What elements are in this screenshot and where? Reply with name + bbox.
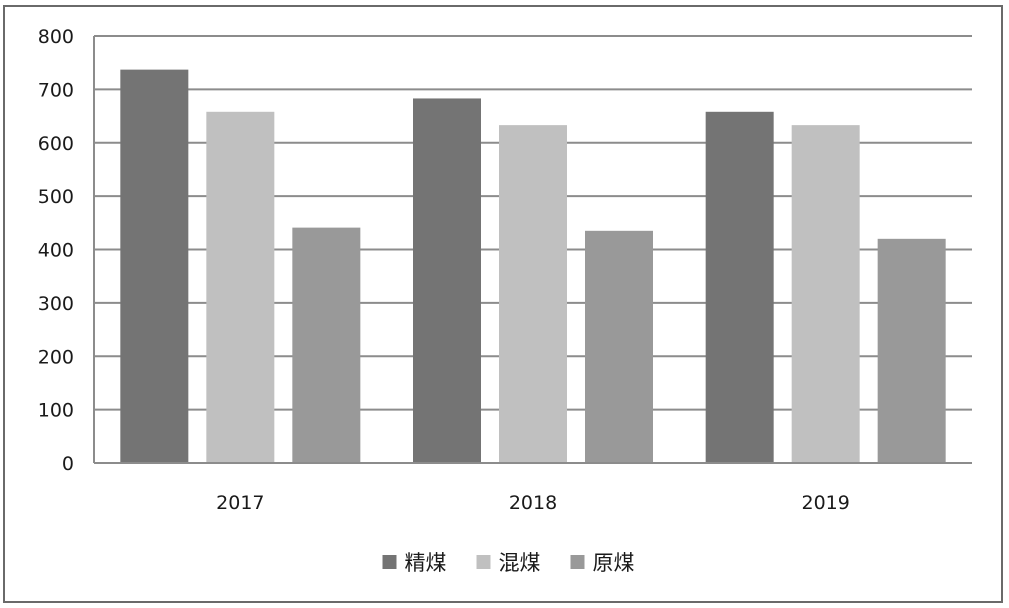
- y-tick-label: 400: [38, 240, 74, 262]
- y-tick-label: 0: [62, 453, 74, 475]
- y-tick-label: 800: [38, 26, 74, 48]
- y-tick-label: 300: [38, 293, 74, 315]
- bar-2018-1: [413, 98, 481, 463]
- y-tick-label: 200: [38, 346, 74, 368]
- bars: [120, 69, 946, 463]
- y-tick-label: 700: [38, 79, 74, 101]
- legend-label-3: 原煤: [593, 551, 635, 575]
- x-tick-label: 2019: [801, 492, 849, 514]
- bar-2018-2: [499, 125, 567, 463]
- bar-2019-2: [791, 125, 860, 463]
- y-tick-labels: 0 100 200 300 400 500 600 700 800: [38, 26, 74, 475]
- x-tick-label: 2018: [509, 492, 557, 514]
- legend-swatch-1: [382, 555, 397, 569]
- y-tick-label: 600: [38, 133, 74, 155]
- legend-swatch-3: [570, 555, 585, 569]
- bar-2018-3: [585, 230, 653, 463]
- bar-2019-1: [705, 111, 774, 463]
- bar-2017-1: [120, 69, 189, 463]
- axes: [93, 36, 972, 464]
- bar-2017-2: [206, 111, 275, 463]
- bar-2019-3: [877, 238, 946, 463]
- y-tick-label: 500: [38, 186, 74, 208]
- legend-label-1: 精煤: [405, 551, 447, 575]
- bar-2017-3: [292, 227, 361, 463]
- legend-label-2: 混煤: [499, 551, 541, 575]
- y-tick-label: 100: [38, 400, 74, 422]
- legend: 精煤 混煤 原煤: [382, 551, 635, 575]
- x-tick-label: 2017: [216, 492, 264, 514]
- legend-swatch-2: [476, 555, 491, 569]
- x-tick-labels: 2017 2018 2019: [216, 492, 850, 514]
